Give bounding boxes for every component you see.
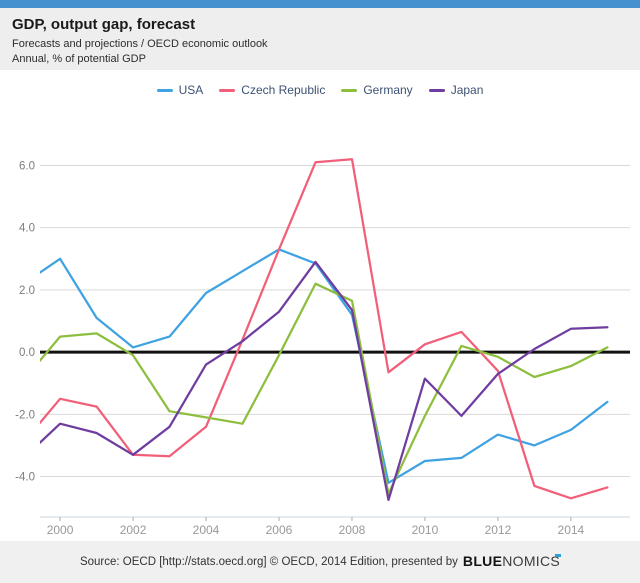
y-tick-label: 6.0 (19, 160, 35, 172)
x-tick-label: 2006 (266, 523, 293, 537)
x-tick-label: 2002 (120, 523, 147, 537)
legend-swatch (156, 88, 173, 92)
chart-header: GDP, output gap, forecast Forecasts and … (0, 8, 640, 70)
legend-label: USA (178, 83, 204, 97)
chart-unit-label: Annual, % of potential GDP (12, 53, 146, 65)
logo-accent-mark (555, 554, 562, 557)
legend-label: Germany (363, 83, 413, 97)
bluenomics-logo: BLUENOMICS (462, 553, 562, 571)
y-tick-label: 2.0 (19, 285, 35, 297)
x-tick-label: 2014 (558, 523, 585, 537)
legend-item-germany[interactable]: Germany (341, 83, 413, 97)
legend-swatch (219, 88, 236, 92)
series-line-czech-republic (40, 158, 609, 500)
x-tick-label: 2004 (193, 523, 220, 537)
logo-text-nomics: NOMICS (502, 553, 562, 569)
y-tick-label: -2.0 (15, 409, 35, 421)
y-tick-label: 4.0 (19, 223, 35, 235)
legend-label: Japan (450, 83, 484, 97)
y-tick-label: 0.0 (19, 347, 35, 359)
series-line-japan (40, 260, 609, 502)
x-tick-label: 2000 (47, 523, 74, 537)
page-title: GDP, output gap, forecast (12, 16, 196, 33)
line-chart: 6.0 4.0 2.0 0.0 -2.0 -4.0 2000 2002 2004 2006 2008… (0, 100, 640, 540)
legend-item-usa[interactable]: USA (156, 83, 204, 97)
legend-item-czech-republic[interactable]: Czech Republic (219, 83, 325, 97)
x-tick-label: 2010 (412, 523, 439, 537)
legend-label: Czech Republic (241, 83, 326, 97)
chart-footer: Source: OECD [http://stats.oecd.org] © O… (0, 541, 640, 583)
y-tick-label: -4.0 (15, 472, 35, 484)
chart-canvas: 6.0 4.0 2.0 0.0 -2.0 -4.0 2000 2002 2004 2006 2008… (15, 158, 630, 537)
series-line-germany (40, 282, 609, 495)
legend-swatch (428, 88, 445, 92)
top-accent-bar (0, 0, 640, 8)
legend-swatch (341, 88, 358, 92)
chart-legend: USA Czech Republic Germany Japan (0, 80, 640, 100)
source-text: Source: OECD [http://stats.oecd.org] © O… (79, 556, 458, 568)
x-tick-label: 2012 (485, 523, 512, 537)
logo-text-blue: BLUE (462, 553, 503, 569)
legend-item-japan[interactable]: Japan (428, 83, 484, 97)
x-tick-label: 2008 (339, 523, 366, 537)
chart-subtitle: Forecasts and projections / OECD economi… (12, 38, 268, 50)
